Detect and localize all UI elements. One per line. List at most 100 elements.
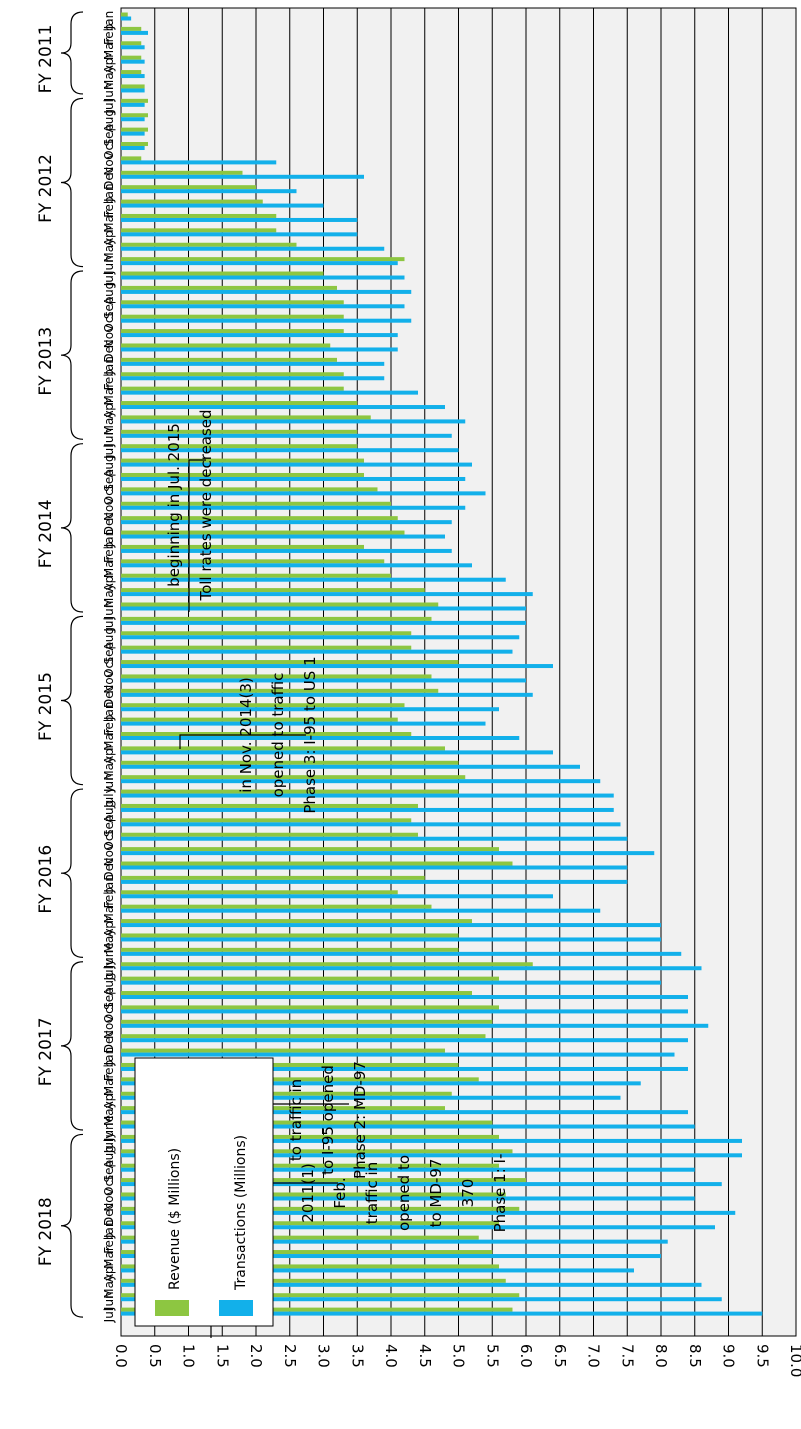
month-label: Jul xyxy=(102,444,116,459)
transactions-bar xyxy=(121,678,526,683)
transactions-bar xyxy=(121,995,688,1000)
month-label: Jul xyxy=(102,99,116,114)
month-label: Aug xyxy=(102,800,116,823)
revenue-bar xyxy=(121,142,148,147)
revenue-bar xyxy=(121,55,142,60)
revenue-bar xyxy=(121,516,398,521)
month-label: Sep xyxy=(102,124,116,147)
fy-label: FY 2012 xyxy=(36,154,56,223)
transactions-bar xyxy=(121,232,358,237)
month-label: Nov xyxy=(102,152,116,175)
revenue-bar xyxy=(121,588,425,593)
month-label: Apr xyxy=(102,398,116,419)
transactions-bar xyxy=(121,865,628,870)
transactions-bar xyxy=(121,923,661,928)
revenue-bar xyxy=(121,803,418,808)
transactions-bar xyxy=(121,764,580,769)
legend: Transactions (Millions) Revenue ($ Millio… xyxy=(134,1057,274,1327)
month-label: Feb xyxy=(102,196,116,217)
value-tick-label: 6.5 xyxy=(551,1344,569,1368)
value-tick-label: 7.5 xyxy=(618,1344,636,1368)
transactions-bar xyxy=(121,563,472,568)
transactions-bar xyxy=(121,405,445,410)
transactions-bar xyxy=(121,491,486,496)
legend-box xyxy=(134,1057,274,1327)
month-label: May xyxy=(102,1101,116,1126)
fy-brace xyxy=(60,97,84,268)
value-tick-label: 5.0 xyxy=(450,1344,468,1368)
transactions-bar xyxy=(121,275,405,280)
value-tick-label: 4.0 xyxy=(382,1344,400,1368)
month-label: Jan xyxy=(102,1220,116,1240)
month-label: Jul xyxy=(102,617,116,632)
transactions-bar xyxy=(121,807,614,812)
month-label: Mar xyxy=(102,383,116,406)
transactions-bar xyxy=(121,203,324,208)
revenue-bar xyxy=(121,415,371,420)
revenue-bar xyxy=(121,933,459,938)
transactions-bar xyxy=(121,131,145,136)
month-label: Mar xyxy=(102,210,116,233)
transactions-bar xyxy=(121,174,364,179)
month-label: Jun xyxy=(102,255,116,275)
revenue-bar xyxy=(121,703,405,708)
revenue-bar xyxy=(121,501,391,506)
month-axis-labels: JanFebMarAprMayJunJulAugSepOctNovDecJanF… xyxy=(102,11,116,1324)
month-label: Oct xyxy=(102,830,116,851)
transactions-bar xyxy=(121,117,145,122)
transactions-bar xyxy=(121,189,297,194)
revenue-bar xyxy=(121,991,472,996)
month-label: Oct xyxy=(102,484,116,505)
month-label: Jan xyxy=(102,183,116,203)
revenue-bar xyxy=(121,156,142,161)
fy-brace xyxy=(60,11,84,95)
revenue-bar xyxy=(121,12,128,17)
transactions-bar xyxy=(121,620,526,625)
revenue-bar xyxy=(121,760,459,765)
annotation-line: Feb. xyxy=(331,1177,349,1208)
transactions-bar xyxy=(121,102,145,107)
revenue-bar xyxy=(121,573,391,578)
month-label: Oct xyxy=(102,312,116,333)
fy-brace xyxy=(60,443,84,613)
month-label: Dec xyxy=(102,1030,116,1053)
revenue-bar xyxy=(121,746,445,751)
revenue-bar xyxy=(121,947,459,952)
annotation-line: traffic in xyxy=(363,1162,381,1224)
fy-label: FY 2013 xyxy=(36,327,56,396)
transactions-bar xyxy=(121,664,553,669)
revenue-bar xyxy=(121,429,358,434)
transactions-bar xyxy=(121,45,145,50)
transactions-bar xyxy=(121,980,661,985)
value-tick-label: 9.5 xyxy=(753,1344,771,1368)
month-label: May xyxy=(102,65,116,90)
annotation-line: Phase 1: I- xyxy=(491,1154,509,1233)
fy-brace xyxy=(60,1133,84,1318)
month-label: July xyxy=(102,786,116,809)
revenue-bar xyxy=(121,962,533,967)
revenue-bar xyxy=(121,329,344,334)
transactions-bar xyxy=(121,160,277,165)
month-label: Apr xyxy=(102,916,116,937)
transactions-bar xyxy=(121,1138,742,1143)
legend-transactions-label: Transactions (Millions) xyxy=(233,1135,249,1291)
month-label: Jan xyxy=(102,529,116,549)
month-label: Apr xyxy=(102,1089,116,1110)
fy-label: FY 2016 xyxy=(36,845,56,914)
revenue-bar xyxy=(121,314,344,319)
revenue-bar xyxy=(121,530,405,535)
month-label: July xyxy=(102,959,116,982)
month-label: Sep xyxy=(102,987,116,1010)
fy-brace xyxy=(60,788,84,958)
transactions-bar xyxy=(121,505,466,510)
annotation-leader-line xyxy=(188,459,206,612)
revenue-bar xyxy=(121,185,256,190)
month-label: Jun xyxy=(102,601,116,621)
revenue-bar xyxy=(121,487,378,492)
transactions-bar xyxy=(121,635,520,640)
transactions-bar xyxy=(121,894,553,899)
month-label: Jan xyxy=(102,1047,116,1067)
annotation-line: beginning in Jul. 2015 xyxy=(165,423,183,587)
revenue-bar xyxy=(121,660,459,665)
